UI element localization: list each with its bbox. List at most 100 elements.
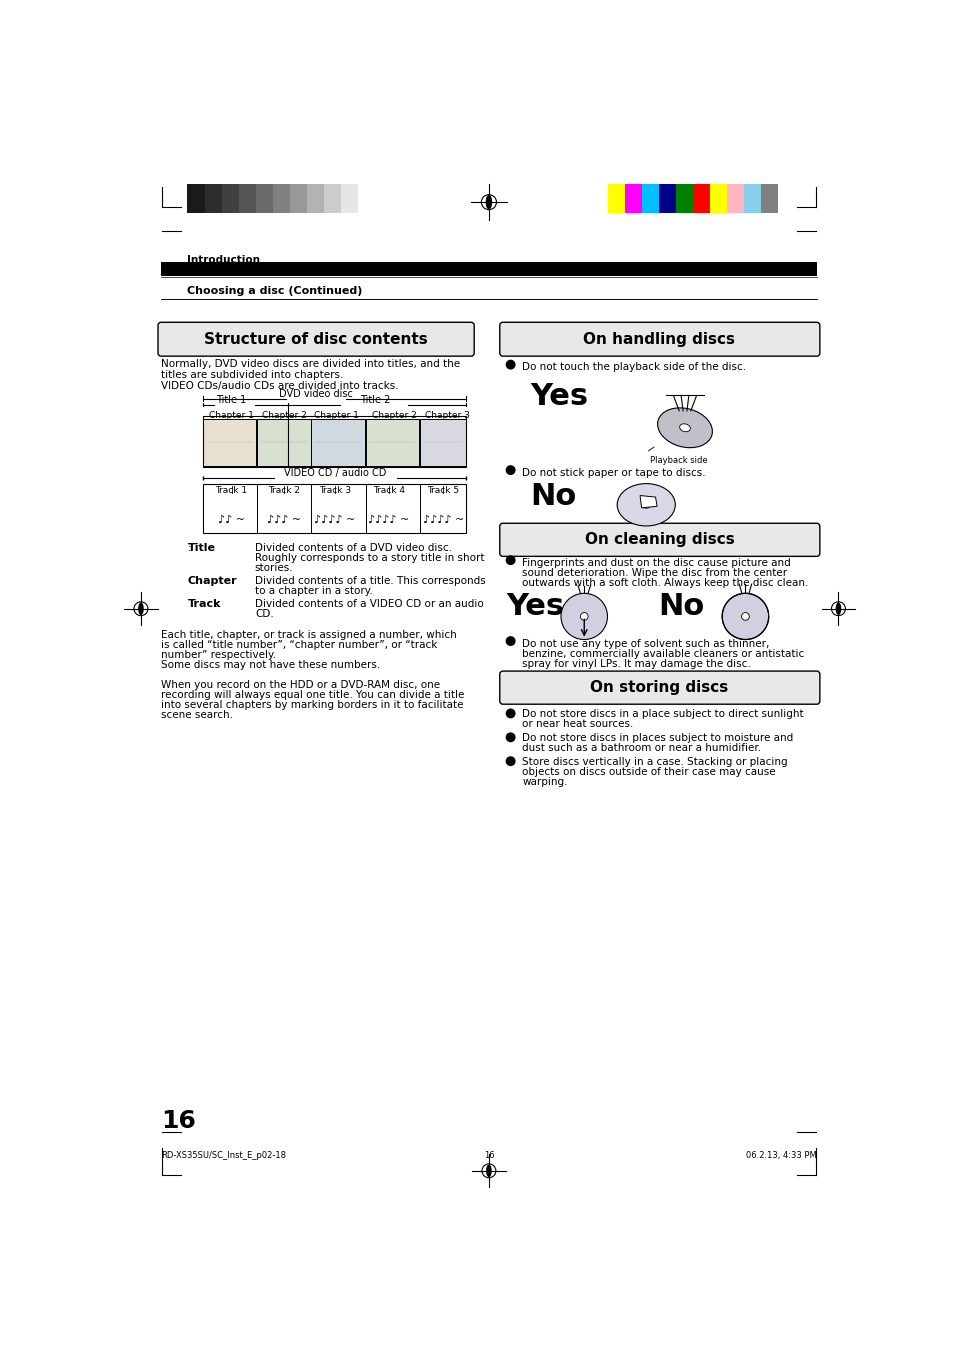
Text: Chapter 2: Chapter 2	[372, 411, 416, 420]
Text: ♪♪♪♪ ~: ♪♪♪♪ ~	[368, 515, 409, 526]
Text: Roughly corresponds to a story title in short: Roughly corresponds to a story title in …	[254, 554, 484, 563]
Text: ♪♪♪ ~: ♪♪♪ ~	[267, 515, 301, 526]
Text: On handling discs: On handling discs	[583, 332, 735, 347]
Text: Title 2: Title 2	[359, 394, 390, 405]
FancyBboxPatch shape	[499, 523, 819, 557]
Text: is called “title number”, “chapter number”, or “track: is called “title number”, “chapter numbe…	[161, 640, 437, 650]
Bar	[161, 262, 816, 276]
Text: VIDEO CD / audio CD: VIDEO CD / audio CD	[283, 467, 385, 478]
Text: RD-XS35SU/SC_Inst_E_p02-18: RD-XS35SU/SC_Inst_E_p02-18	[161, 1151, 286, 1159]
Text: warping.: warping.	[521, 777, 567, 786]
Text: Track 4: Track 4	[373, 485, 404, 494]
Bar	[290, 184, 307, 213]
Text: Yes: Yes	[530, 381, 587, 411]
Bar	[357, 184, 375, 213]
Bar	[607, 184, 624, 213]
Text: titles are subdivided into chapters.: titles are subdivided into chapters.	[161, 370, 343, 380]
Text: Chapter 1: Chapter 1	[314, 411, 358, 420]
Text: DVD video disc: DVD video disc	[279, 389, 353, 399]
Ellipse shape	[836, 603, 840, 615]
Text: Do not touch the playback side of the disc.: Do not touch the playback side of the di…	[521, 362, 745, 373]
Ellipse shape	[617, 484, 675, 526]
Text: Chapter 1: Chapter 1	[209, 411, 253, 420]
Bar	[365, 419, 418, 466]
Bar	[221, 184, 238, 213]
Text: :: :	[214, 600, 218, 609]
Bar	[257, 419, 311, 466]
Text: into several chapters by marking borders in it to facilitate: into several chapters by marking borders…	[161, 700, 463, 709]
Text: Structure of disc contents: Structure of disc contents	[204, 332, 428, 347]
FancyBboxPatch shape	[499, 671, 819, 704]
Bar	[204, 184, 221, 213]
Text: Do not store discs in places subject to moisture and: Do not store discs in places subject to …	[521, 732, 793, 743]
Text: Track 2: Track 2	[268, 485, 300, 494]
Bar	[187, 184, 204, 213]
Text: ♪♪♪♪ ~: ♪♪♪♪ ~	[422, 515, 463, 526]
Text: Do not store discs in a place subject to direct sunlight: Do not store discs in a place subject to…	[521, 709, 803, 719]
Text: No: No	[530, 482, 576, 511]
Text: :: :	[231, 577, 234, 586]
Bar	[641, 184, 658, 213]
Text: Yes: Yes	[506, 592, 564, 620]
Bar	[255, 184, 273, 213]
Text: Title 1: Title 1	[216, 394, 247, 405]
Bar	[323, 184, 340, 213]
FancyBboxPatch shape	[158, 323, 474, 357]
Text: Each title, chapter, or track is assigned a number, which: Each title, chapter, or track is assigne…	[161, 631, 456, 640]
Ellipse shape	[679, 424, 690, 432]
Text: On storing discs: On storing discs	[590, 680, 728, 694]
Text: Do not use any type of solvent such as thinner,: Do not use any type of solvent such as t…	[521, 639, 769, 648]
Text: outwards with a soft cloth. Always keep the disc clean.: outwards with a soft cloth. Always keep …	[521, 578, 808, 588]
Ellipse shape	[139, 603, 143, 615]
Ellipse shape	[641, 501, 650, 508]
Text: Do not stick paper or tape to discs.: Do not stick paper or tape to discs.	[521, 467, 705, 478]
Bar	[726, 184, 743, 213]
Text: Track 5: Track 5	[427, 485, 458, 494]
Text: Store discs vertically in a case. Stacking or placing: Store discs vertically in a case. Stacki…	[521, 757, 787, 766]
Text: CD.: CD.	[254, 609, 274, 620]
Bar	[273, 184, 290, 213]
Bar	[203, 419, 256, 466]
Text: or near heat sources.: or near heat sources.	[521, 719, 633, 728]
Text: scene search.: scene search.	[161, 709, 233, 720]
Text: Playback side: Playback side	[649, 457, 707, 465]
Bar	[709, 184, 726, 213]
Text: Track 1: Track 1	[215, 485, 248, 494]
Text: Introduction: Introduction	[187, 254, 260, 265]
Text: objects on discs outside of their case may cause: objects on discs outside of their case m…	[521, 766, 775, 777]
FancyBboxPatch shape	[499, 323, 819, 357]
Text: Chapter 3: Chapter 3	[424, 411, 469, 420]
Bar	[238, 184, 255, 213]
Text: Track: Track	[187, 600, 221, 609]
Text: Chapter 2: Chapter 2	[262, 411, 306, 420]
Text: Divided contents of a VIDEO CD or an audio: Divided contents of a VIDEO CD or an aud…	[254, 600, 483, 609]
Text: benzine, commercially available cleaners or antistatic: benzine, commercially available cleaners…	[521, 648, 803, 659]
Text: On cleaning discs: On cleaning discs	[584, 532, 734, 547]
Text: Title: Title	[187, 543, 215, 554]
Text: ♪♪ ~: ♪♪ ~	[218, 515, 245, 526]
Text: No: No	[658, 592, 703, 620]
Text: When you record on the HDD or a DVD-RAM disc, one: When you record on the HDD or a DVD-RAM …	[161, 680, 439, 689]
Bar	[743, 184, 760, 213]
Ellipse shape	[560, 593, 607, 639]
Bar	[624, 184, 641, 213]
Text: spray for vinyl LPs. It may damage the disc.: spray for vinyl LPs. It may damage the d…	[521, 659, 750, 669]
Text: 16: 16	[483, 1151, 494, 1159]
Ellipse shape	[486, 196, 491, 208]
Bar	[692, 184, 709, 213]
Polygon shape	[639, 496, 657, 508]
Text: 06.2.13, 4:33 PM: 06.2.13, 4:33 PM	[745, 1151, 816, 1159]
Circle shape	[506, 734, 515, 742]
Text: Track 3: Track 3	[318, 485, 351, 494]
Bar	[760, 184, 778, 213]
Ellipse shape	[740, 612, 748, 620]
Circle shape	[506, 361, 515, 369]
Circle shape	[506, 709, 515, 717]
Text: number” respectively.: number” respectively.	[161, 650, 275, 661]
Circle shape	[506, 466, 515, 474]
Bar	[658, 184, 675, 213]
Bar	[340, 184, 357, 213]
Text: Chapter: Chapter	[187, 577, 237, 586]
Text: Normally, DVD video discs are divided into titles, and the: Normally, DVD video discs are divided in…	[161, 359, 459, 369]
Text: :: :	[188, 543, 192, 554]
